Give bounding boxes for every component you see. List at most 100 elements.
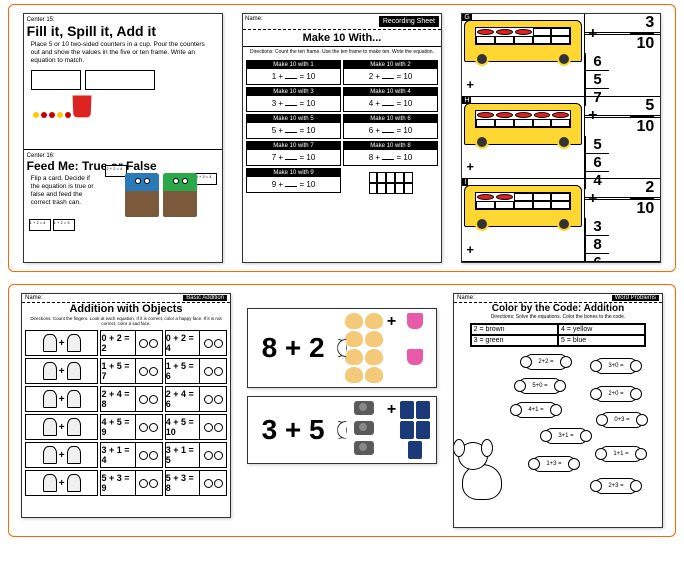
equation-cell: 3 + 1 = 5 bbox=[165, 442, 227, 468]
name-field-label: Name: bbox=[245, 16, 379, 27]
plus-icon: + bbox=[466, 242, 474, 257]
cup-icon bbox=[72, 96, 91, 118]
sad-face-icon bbox=[214, 451, 223, 460]
cell-header: Make 10 with 3 bbox=[247, 88, 340, 96]
row-1: Center 15: Fill it, Spill it, Add it Pla… bbox=[8, 4, 676, 272]
shell-icon bbox=[345, 313, 363, 329]
option: 5 bbox=[586, 71, 609, 89]
hand-icon bbox=[67, 418, 81, 436]
bones-area: 2+2 =3+0 =5+0 =2+0 =4+1 =0+3 =3+1 =1+1 =… bbox=[454, 350, 662, 500]
plus-icon: + bbox=[387, 313, 396, 383]
option: 6 bbox=[586, 154, 609, 172]
objects-grid: + 0 + 2 = 2 0 + 2 = 4 + 1 + 5 = 7 1 + 5 … bbox=[22, 327, 230, 499]
shell-icon bbox=[365, 313, 383, 329]
camera-icon bbox=[354, 441, 374, 455]
faces bbox=[200, 443, 226, 467]
hand-icon bbox=[67, 474, 81, 492]
trash-illustration: 2 + 2 = 4 3 + 3 = 4 bbox=[103, 173, 218, 217]
equation: 0 + 2 = 2 bbox=[101, 331, 135, 355]
bone: 1+3 = bbox=[532, 456, 576, 472]
faces bbox=[200, 415, 226, 439]
bone: 5+0 = bbox=[518, 378, 562, 394]
hand-icon bbox=[43, 362, 57, 380]
equation-card: 1 + 2 = 3 bbox=[53, 219, 75, 231]
bone: 3+0 = bbox=[594, 358, 638, 374]
directions: Directions: Solve the equations. Color t… bbox=[454, 314, 662, 320]
wheel-icon bbox=[475, 135, 489, 149]
equation-cell: 4 + 5 = 9 bbox=[100, 414, 162, 440]
equation-cell: 5 + 3 = 9 bbox=[100, 470, 162, 496]
bus-right: 2 + 10 3 8 6 bbox=[585, 179, 660, 261]
cell-header: Make 10 with 8 bbox=[344, 142, 437, 150]
happy-face-icon bbox=[204, 367, 213, 376]
puzzle-piece: 8 + 2 + bbox=[247, 308, 437, 388]
puzzle-objects: + bbox=[338, 397, 436, 463]
bone: 0+3 = bbox=[600, 412, 644, 428]
equation: 3 + 1 = 5 bbox=[166, 443, 200, 467]
trash-false-icon bbox=[163, 173, 197, 217]
wheel-icon bbox=[557, 217, 571, 231]
bone: 4+1 = bbox=[514, 402, 558, 418]
objects-row: + 5 + 3 = 9 5 + 3 = 8 bbox=[24, 469, 228, 497]
bus-panel: + bbox=[462, 179, 585, 261]
equation: 3 + 1 = 4 bbox=[101, 443, 135, 467]
counter-red-icon bbox=[49, 112, 55, 118]
equation: 6 + = 10 bbox=[344, 123, 437, 138]
equation: 4 + = 10 bbox=[344, 96, 437, 111]
title-addition-objects: Addition with Objects bbox=[22, 303, 230, 315]
option: 3 bbox=[586, 218, 609, 236]
equation: 1 + = 10 bbox=[247, 69, 340, 84]
cell-header: Make 10 with 9 bbox=[247, 169, 340, 177]
bus-row: H + 5 + 10 5 6 4 bbox=[462, 97, 660, 180]
bone: 1+1 = bbox=[599, 446, 643, 462]
key-cell: 4 = yellow bbox=[558, 324, 645, 335]
objects-row: + 0 + 2 = 2 0 + 2 = 4 bbox=[24, 329, 228, 357]
cart-icon bbox=[416, 401, 430, 419]
equation: 1 + 5 = 6 bbox=[166, 359, 200, 383]
plus-icon: + bbox=[59, 394, 65, 405]
equation-card: 3 + 3 = 4 bbox=[195, 173, 217, 185]
equation-cell: 0 + 2 = 2 bbox=[100, 330, 162, 356]
directions: Directions: Count the ten frame. Use the… bbox=[243, 47, 441, 57]
faces bbox=[136, 331, 162, 355]
plus-icon: + bbox=[59, 478, 65, 489]
bus-panel: + bbox=[462, 97, 585, 179]
color-key: 2 = brown 4 = yellow 3 = green 5 = blue bbox=[470, 323, 647, 347]
option: 5 bbox=[586, 136, 609, 154]
bus-right: 3 + 10 6 5 7 bbox=[585, 14, 660, 96]
hands-cell: + bbox=[25, 442, 98, 468]
addend-bottom: + bbox=[585, 116, 660, 118]
key-cell: 2 = brown bbox=[471, 324, 558, 335]
sad-face-icon bbox=[149, 395, 158, 404]
hand-icon bbox=[67, 390, 81, 408]
equation-cell: 2 + 4 = 6 bbox=[165, 386, 227, 412]
ten-frame-icon bbox=[31, 70, 81, 90]
sad-face-icon bbox=[149, 367, 158, 376]
camera-icon bbox=[354, 401, 374, 415]
directions: Directions: Count the fingers. Look at e… bbox=[22, 315, 230, 327]
shell-icon bbox=[345, 367, 363, 383]
hands-cell: + bbox=[25, 470, 98, 496]
cell-header: Make 10 with 5 bbox=[247, 115, 340, 123]
sad-face-icon bbox=[149, 339, 158, 348]
card-color-by-code: Name: Word Problems Color by the Code: A… bbox=[453, 293, 663, 528]
key-cell: 3 = green bbox=[471, 335, 558, 346]
cell-header: Make 10 with 1 bbox=[247, 61, 340, 69]
equation-cell: 5 + 3 = 8 bbox=[165, 470, 227, 496]
cell-header: Make 10 with 7 bbox=[247, 142, 340, 150]
faces bbox=[136, 443, 162, 467]
header-badge: Basic Addition bbox=[183, 295, 227, 301]
equation: 8 + = 10 bbox=[344, 150, 437, 165]
equation-cell: 3 + 1 = 4 bbox=[100, 442, 162, 468]
hand-icon bbox=[43, 446, 57, 464]
happy-face-icon bbox=[204, 423, 213, 432]
happy-face-icon bbox=[204, 395, 213, 404]
counters-illustration bbox=[27, 94, 219, 120]
plus-icon: + bbox=[466, 77, 474, 92]
plus-icon: + bbox=[59, 338, 65, 349]
sad-face-icon bbox=[214, 367, 223, 376]
happy-face-icon bbox=[139, 451, 148, 460]
equation: 9 + = 10 bbox=[247, 177, 340, 192]
shell-icon bbox=[345, 331, 363, 347]
hands-cell: + bbox=[25, 386, 98, 412]
